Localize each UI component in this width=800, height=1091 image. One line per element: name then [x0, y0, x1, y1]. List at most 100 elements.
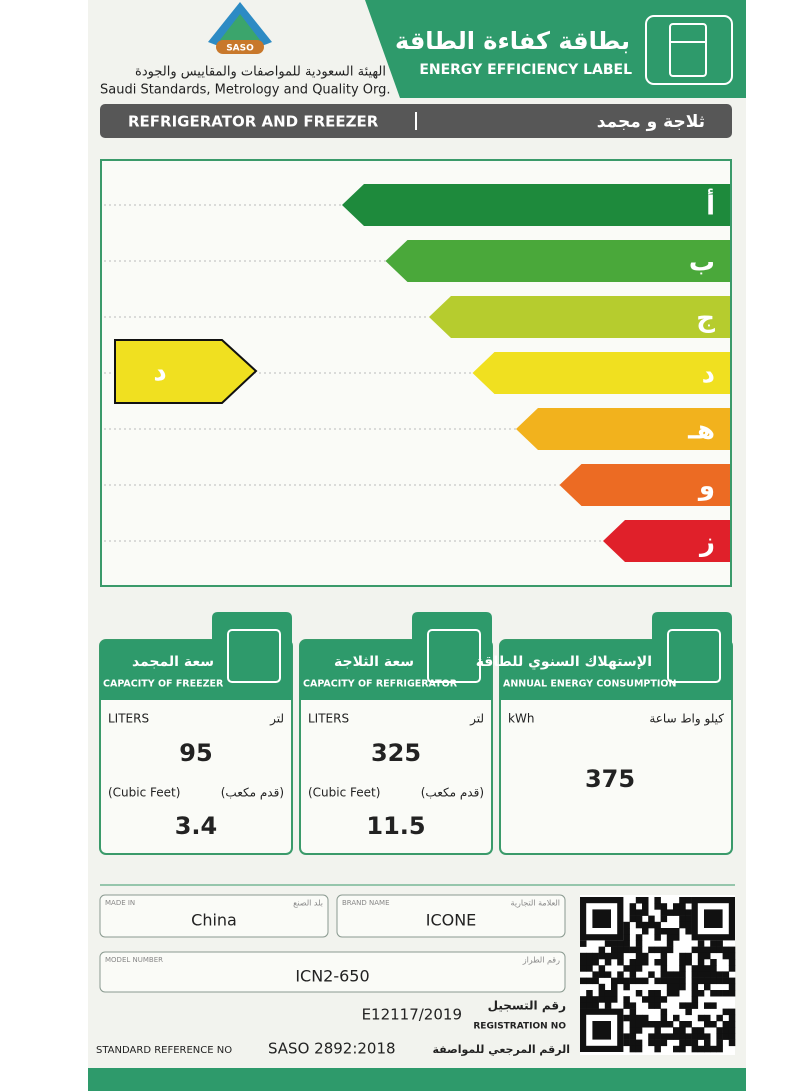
qr-module [697, 1033, 705, 1040]
qr-module [716, 1014, 723, 1022]
qr-module [666, 971, 674, 978]
qr-module [642, 1021, 649, 1028]
qr-module [697, 946, 705, 954]
qr-module [728, 1008, 736, 1016]
qr-module [697, 1014, 705, 1022]
qr-module [654, 996, 661, 1003]
qr-module [679, 1039, 686, 1047]
qr-module [654, 946, 661, 954]
qr-module [728, 1027, 736, 1034]
qr-module [598, 965, 606, 972]
qr-module [592, 952, 599, 960]
qr-module [685, 1002, 692, 1009]
qr-module [598, 983, 606, 991]
qr-module [722, 1027, 730, 1034]
qr-module [697, 1027, 705, 1034]
unit2-en: (Cubic Feet) [108, 786, 180, 800]
qr-module [598, 946, 606, 954]
qr-module [654, 1021, 661, 1028]
qr-module [629, 915, 637, 923]
qr-module [704, 1039, 711, 1047]
qr-module [654, 990, 661, 997]
class-arrow [603, 520, 730, 562]
qr-module [629, 971, 637, 978]
title-en: ENERGY EFFICIENCY LABEL [419, 62, 632, 78]
qr-module [611, 940, 618, 947]
qr-module [722, 990, 730, 997]
header-band [365, 0, 746, 98]
qr-module [710, 971, 717, 978]
qr-module [697, 952, 705, 960]
qr-module [728, 1021, 736, 1028]
unit2-ar: (قدم مكعب) [421, 786, 484, 800]
box-title-ar: سعة الثلاجة [334, 654, 414, 670]
qr-module [673, 1045, 680, 1053]
qr-module [673, 909, 680, 916]
qr-module [617, 940, 624, 947]
qr-module [635, 990, 643, 997]
qr-module [642, 928, 649, 935]
qr-module [654, 934, 661, 941]
qr-module [629, 965, 637, 972]
qr-module [673, 1033, 680, 1040]
qr-module [654, 1045, 661, 1053]
qr-module [679, 965, 686, 972]
qr-module [691, 996, 699, 1003]
qr-module [648, 1039, 655, 1047]
field-frame [336, 894, 566, 938]
qr-module [580, 996, 587, 1003]
qr-module [586, 952, 593, 960]
box-header [300, 612, 492, 700]
qr-module [660, 1033, 668, 1040]
qr-finder [579, 1008, 624, 1053]
qr-module [710, 990, 717, 997]
qr-module [648, 990, 655, 997]
qr-module [666, 1033, 674, 1040]
class-arrow [342, 184, 730, 226]
qr-module [586, 977, 593, 985]
qr-module [623, 928, 630, 935]
qr-module [623, 1014, 630, 1022]
qr-module [660, 977, 668, 985]
qr-module [660, 971, 668, 978]
qr-module [623, 996, 630, 1003]
field-frame [99, 951, 566, 993]
class-label: ز [698, 528, 715, 558]
qr-module [642, 1014, 649, 1022]
qr-module [679, 1002, 686, 1009]
qr-module [623, 1033, 630, 1040]
qr-module [722, 952, 730, 960]
qr-module [697, 959, 705, 966]
qr-module [635, 915, 643, 923]
qr-module [679, 915, 686, 923]
qr-module [629, 1002, 637, 1009]
qr-module [666, 940, 674, 947]
qr-module [685, 897, 692, 904]
qr-module [716, 1045, 723, 1053]
qr-finder [691, 896, 736, 941]
qr-module [679, 983, 686, 991]
qr-module [623, 940, 630, 947]
qr-module [666, 990, 674, 997]
box-title-en: CAPACITY OF REFRIGERATOR [303, 679, 458, 690]
qr-module [604, 996, 612, 1003]
qr-module [660, 1014, 668, 1022]
unit2-en: (Cubic Feet) [308, 786, 380, 800]
qr-module [617, 946, 624, 954]
field-label-en: BRAND NAME [342, 899, 390, 907]
qr-module [580, 1002, 587, 1009]
qr-module [704, 946, 711, 954]
qr-module [691, 965, 699, 972]
class-label: ج [696, 304, 715, 334]
qr-module [611, 996, 618, 1003]
qr-module [654, 1027, 661, 1034]
qr-module [710, 959, 717, 966]
qr-module [611, 946, 618, 954]
qr-module [648, 996, 655, 1003]
qr-module [685, 952, 692, 960]
qr-module [623, 1002, 630, 1009]
box-icon [667, 629, 721, 683]
qr-module [598, 952, 606, 960]
value2: 3.4 [175, 812, 218, 840]
field-label-ar: بلد الصنع [293, 899, 323, 908]
